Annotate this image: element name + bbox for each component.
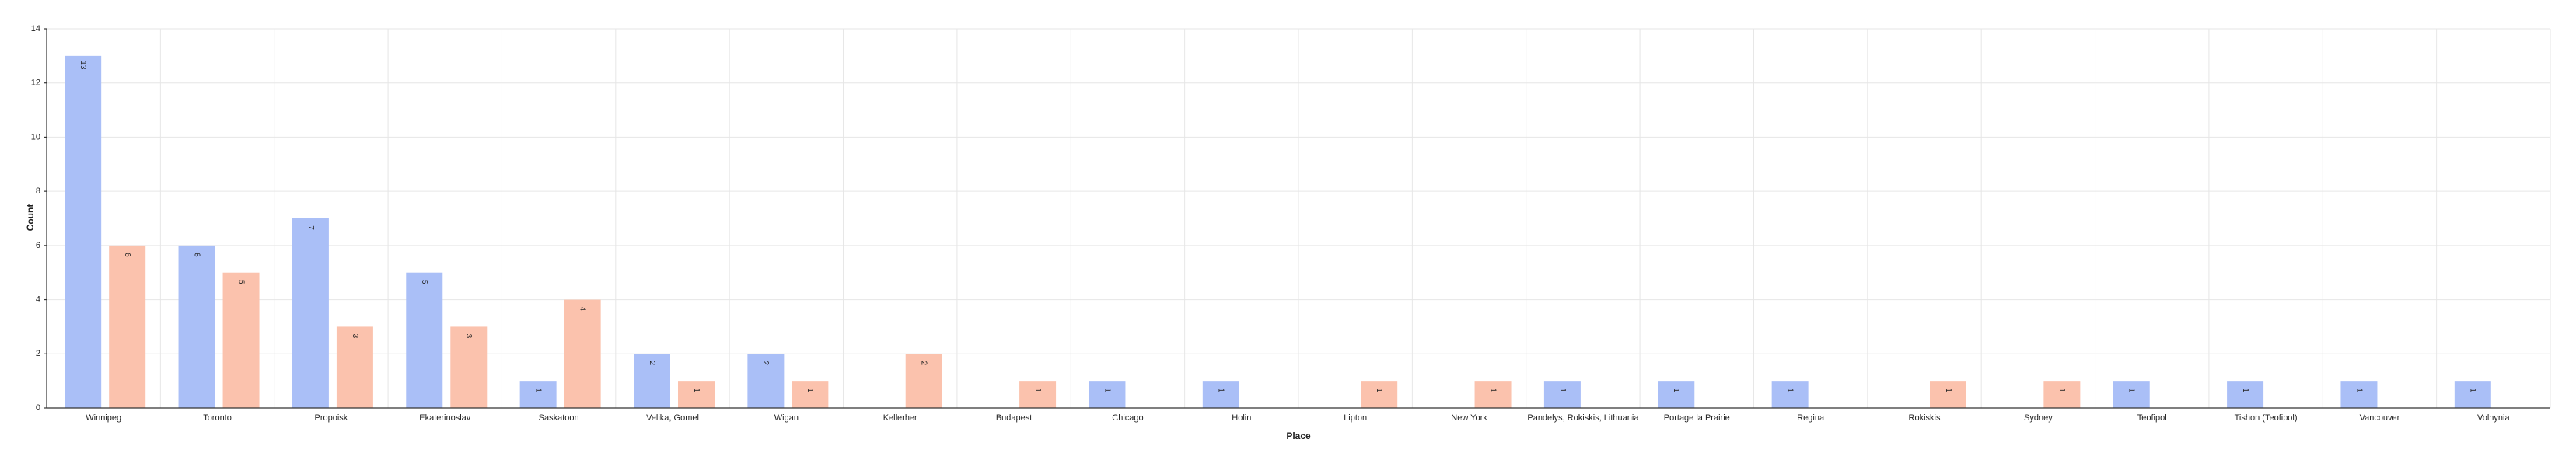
bar — [519, 381, 557, 408]
bar — [1202, 381, 1239, 408]
x-axis-label: Place — [1286, 430, 1311, 441]
x-tick-label: Lipton — [1344, 413, 1367, 423]
bar — [1361, 381, 1398, 408]
bar-value-label: 1 — [1785, 388, 1794, 392]
x-tick-label: Sydney — [2024, 413, 2053, 423]
x-tick-label: Kellerher — [883, 413, 918, 423]
bar — [178, 245, 215, 408]
bar-value-label: 5 — [236, 280, 245, 284]
y-tick-label: 10 — [31, 132, 40, 141]
bar — [1658, 381, 1695, 408]
bar — [2340, 381, 2378, 408]
x-tick-label: Regina — [1797, 413, 1825, 423]
bar — [2113, 381, 2150, 408]
x-tick-label: Portage la Prairie — [1664, 413, 1730, 423]
bar-value-label: 1 — [1375, 388, 1383, 392]
bar — [564, 299, 601, 408]
bar — [1930, 381, 1966, 408]
bar — [1474, 381, 1512, 408]
bar — [109, 245, 146, 408]
bar-value-label: 1 — [2469, 388, 2477, 392]
x-tick-label: New York — [1451, 413, 1487, 423]
bar — [65, 55, 102, 408]
x-tick-label: Holin — [1232, 413, 1251, 423]
bar — [747, 354, 785, 408]
bar — [2227, 381, 2264, 408]
bar-value-label: 2 — [648, 361, 656, 366]
x-tick-label: Tishon (Teofipol) — [2235, 413, 2298, 423]
y-tick-label: 8 — [36, 186, 40, 196]
bar-value-label: 4 — [578, 307, 586, 312]
x-tick-label: Budapest — [996, 413, 1032, 423]
bar — [2454, 381, 2491, 408]
x-tick-label: Ekaterinoslav — [419, 413, 471, 423]
y-tick-label: 2 — [36, 349, 40, 358]
bar-value-label: 5 — [420, 280, 428, 284]
y-tick-label: 4 — [36, 294, 40, 304]
bar-value-label: 1 — [1033, 388, 1042, 392]
bar-value-label: 1 — [2354, 388, 2363, 392]
y-axis-label: Count — [25, 204, 36, 232]
bar-value-label: 1 — [1558, 388, 1567, 392]
bar-value-label: 1 — [533, 388, 542, 392]
bar — [450, 326, 488, 408]
bar-value-label: 1 — [692, 388, 701, 392]
x-tick-label: Saskatoon — [539, 413, 579, 423]
bar-value-label: 1 — [1103, 388, 1111, 392]
x-tick-label: Pandelys, Rokiskis, Lithuania — [1527, 413, 1639, 423]
bar-value-label: 1 — [2241, 388, 2249, 392]
bar-value-label: 7 — [306, 225, 315, 230]
bar-value-label: 1 — [2057, 388, 2066, 392]
bar-value-label: 3 — [351, 334, 359, 339]
bar — [1543, 381, 1581, 408]
bar — [634, 354, 670, 408]
x-tick-label: Vancouver — [2360, 413, 2400, 423]
bar-value-label: 2 — [920, 361, 928, 366]
bar-value-label: 2 — [761, 361, 770, 366]
x-tick-label: Chicago — [1112, 413, 1143, 423]
bar — [406, 272, 443, 408]
x-tick-label: Velika, Gomel — [646, 413, 699, 423]
x-tick-label: Rokiskis — [1909, 413, 1941, 423]
bar-value-label: 13 — [79, 61, 87, 70]
bar — [336, 326, 373, 408]
x-tick-label: Propoisk — [315, 413, 348, 423]
x-tick-label: Teofipol — [2137, 413, 2167, 423]
y-tick-label: 14 — [31, 24, 40, 33]
bar-value-label: 1 — [1672, 388, 1680, 392]
bar-value-label: 3 — [464, 334, 473, 339]
bar — [1089, 381, 1126, 408]
bar — [222, 272, 260, 408]
y-tick-label: 12 — [31, 78, 40, 88]
bar-value-label: 1 — [1488, 388, 1497, 392]
bar — [678, 381, 715, 408]
bar-value-label: 1 — [1217, 388, 1225, 392]
y-tick-label: 0 — [36, 403, 40, 413]
bar-value-label: 6 — [192, 253, 201, 257]
bar — [1771, 381, 1809, 408]
x-tick-label: Volhynia — [2477, 413, 2510, 423]
x-tick-label: Toronto — [203, 413, 232, 423]
bar — [792, 381, 829, 408]
bar-value-label: 6 — [123, 253, 131, 257]
bar — [292, 218, 329, 408]
bar-value-label: 1 — [1944, 388, 1952, 392]
x-tick-label: Wigan — [774, 413, 799, 423]
bar — [1019, 381, 1057, 408]
bar-value-label: 1 — [806, 388, 814, 392]
x-tick-label: Winnipeg — [86, 413, 121, 423]
bar — [905, 354, 942, 408]
y-tick-label: 6 — [36, 241, 40, 250]
bar-value-label: 1 — [2127, 388, 2136, 392]
bar — [2043, 381, 2081, 408]
